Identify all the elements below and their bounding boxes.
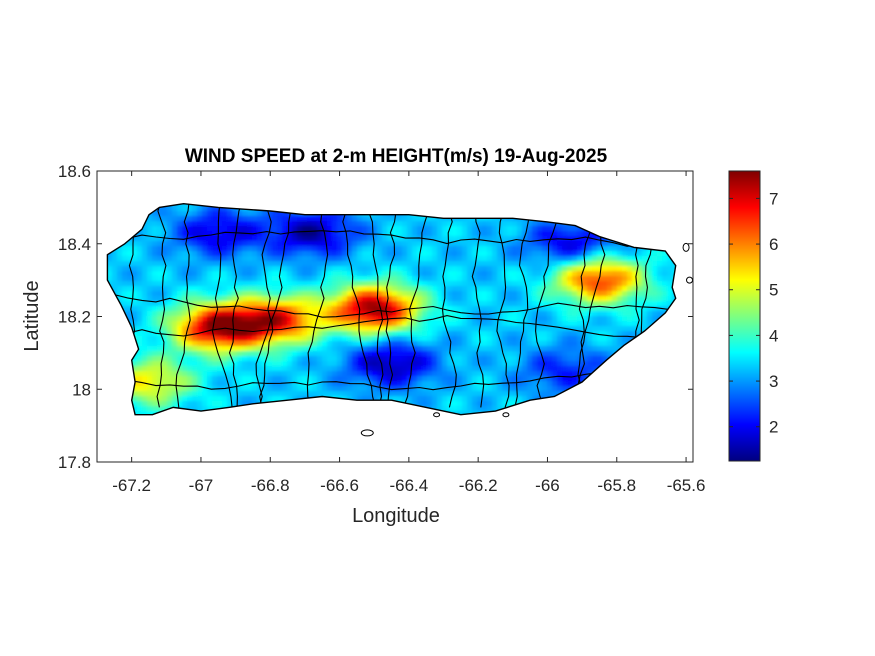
colorbar-tick-label: 2	[769, 418, 778, 437]
x-tick-label: -66	[535, 476, 560, 495]
colorbar-ticks: 2 3 4 5 6 7	[729, 189, 778, 437]
y-tick-label: 18.6	[58, 162, 91, 181]
y-tick-label: 18	[72, 380, 91, 399]
colorbar-tick-label: 6	[769, 235, 778, 254]
x-tick-label: -66.2	[459, 476, 498, 495]
colorbar: 2 3 4 5 6 7	[728, 170, 778, 462]
y-axis-ticks: 17.8 18 18.2 18.4 18.6	[58, 162, 693, 472]
municipality-boundaries	[114, 203, 669, 408]
chart-title: WIND SPEED at 2-m HEIGHT(m/s) 19-Aug-202…	[185, 146, 608, 167]
colorbar-tick-label: 3	[769, 372, 778, 391]
x-axis-label: Longitude	[352, 505, 440, 527]
y-tick-label: 18.2	[58, 308, 91, 327]
x-tick-label: -67	[189, 476, 214, 495]
y-tick-label: 18.4	[58, 235, 91, 254]
x-tick-label: -65.6	[667, 476, 706, 495]
x-axis-ticks: -67.2 -67 -66.8 -66.6 -66.4 -66.2 -66 -65.8 -65.…	[112, 171, 705, 495]
y-tick-label: 17.8	[58, 453, 91, 472]
island-coastline	[106, 202, 677, 416]
x-tick-label: -65.8	[597, 476, 636, 495]
colorbar-tick-label: 5	[769, 281, 778, 300]
x-tick-label: -67.2	[112, 476, 151, 495]
x-tick-label: -66.4	[389, 476, 428, 495]
offshore-islets	[360, 242, 693, 437]
y-axis-label: Latitude	[21, 280, 43, 351]
x-tick-label: -66.8	[251, 476, 290, 495]
x-tick-label: -66.6	[320, 476, 359, 495]
colorbar-tick-label: 4	[769, 326, 778, 345]
colorbar-gradient	[728, 170, 761, 462]
colorbar-tick-label: 7	[769, 189, 778, 208]
